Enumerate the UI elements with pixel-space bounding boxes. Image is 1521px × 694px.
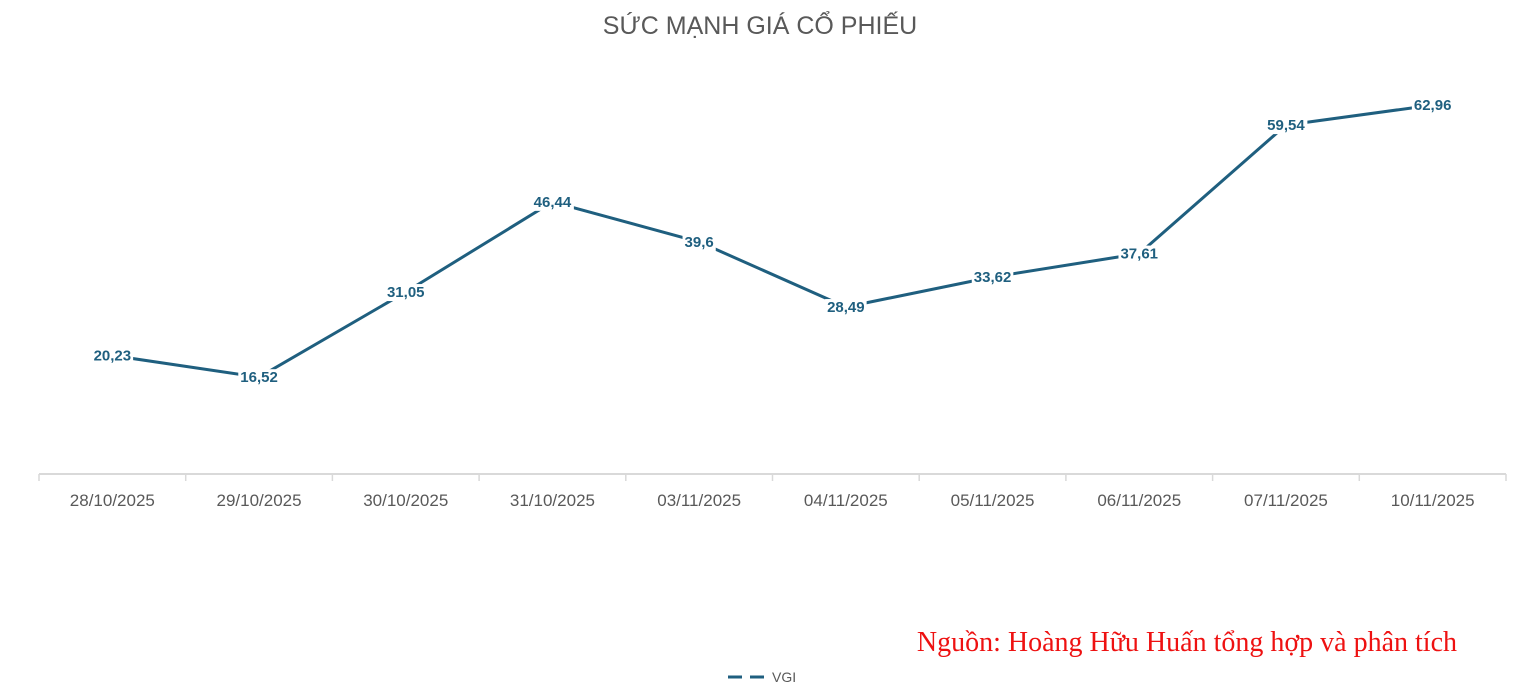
data-label-text: 28,49 [827,299,865,316]
legend: VGI [728,669,796,685]
data-label-text: 62,96 [1414,97,1452,114]
data-label-text: 39,6 [685,234,714,251]
data-label-background [1411,97,1454,115]
data-label-background [91,347,134,365]
x-tick-label: 29/10/2025 [217,491,302,510]
data-label: 59,54 [1265,117,1308,135]
x-axis [38,473,1507,481]
data-label: 16,52 [238,369,280,387]
data-label-background [384,284,427,302]
data-label-background [971,268,1014,286]
x-tick-label: 30/10/2025 [363,491,448,510]
data-label-background [825,299,867,317]
data-label: 46,44 [531,193,574,211]
data-label: 39,6 [682,233,716,251]
data-label-background [238,369,280,387]
x-tick-label: 04/11/2025 [804,491,888,510]
legend-label: VGI [772,669,796,685]
data-label: 20,23 [91,347,134,365]
x-tick-label: 06/11/2025 [1097,491,1181,510]
x-tick-label: 28/10/2025 [70,491,155,510]
data-label: 28,49 [825,299,867,317]
data-label-text: 59,54 [1267,117,1305,134]
x-tick-label: 10/11/2025 [1391,491,1475,510]
data-label-text: 37,61 [1120,246,1158,263]
data-label: 33,62 [971,268,1014,286]
data-label-background [531,193,574,211]
data-label: 62,96 [1411,97,1454,115]
source-note: Nguồn: Hoàng Hữu Huấn tổng hợp và phân t… [917,627,1457,658]
data-label-text: 46,44 [534,194,572,211]
data-label-text: 33,62 [974,269,1012,286]
data-label-background [682,233,716,251]
x-tick-label: 31/10/2025 [510,491,595,510]
x-tick-label: 07/11/2025 [1244,491,1328,510]
data-label-text: 20,23 [94,347,132,364]
data-label: 37,61 [1118,245,1161,263]
chart-title: SỨC MẠNH GIÁ CỔ PHIẾU [603,10,917,40]
series-line-layer [110,103,1435,380]
series-line-vgi [110,103,1435,379]
data-label-background [1265,117,1308,135]
x-axis-tick-labels: 28/10/2025 29/10/2025 30/10/2025 31/10/2025… [70,491,1475,510]
data-label-text: 16,52 [240,369,278,386]
data-label: 31,05 [384,284,427,302]
data-label-layer: 20,23 16,52 31,05 46,44 39,6 28,49 33,62 37,61 5… [91,97,1454,387]
x-tick-label: 05/11/2025 [951,491,1035,510]
data-label-background [1118,245,1161,263]
data-label-text: 31,05 [387,284,425,301]
x-tick-label: 03/11/2025 [657,491,741,510]
